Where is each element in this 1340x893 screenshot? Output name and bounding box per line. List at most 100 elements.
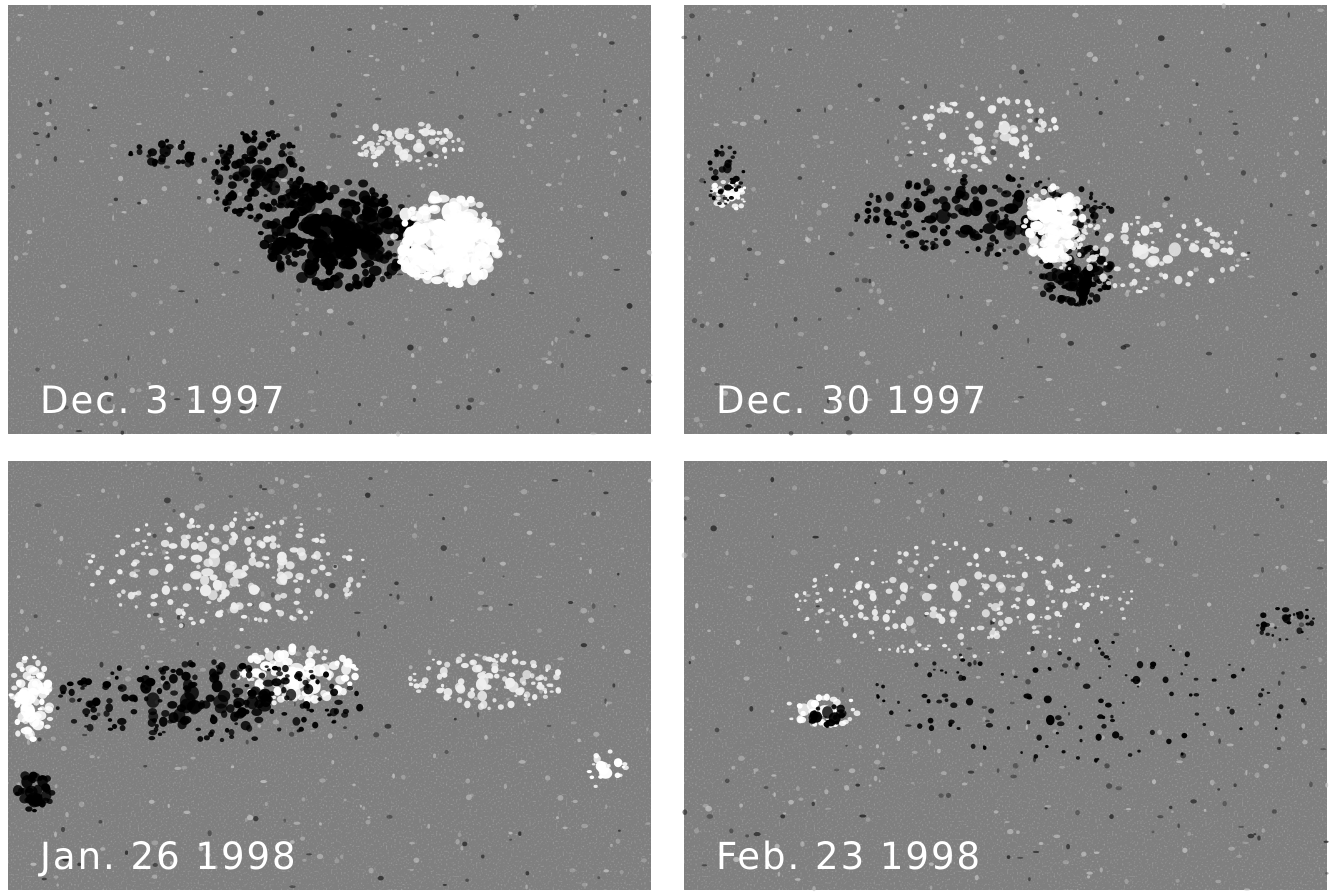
speckle [706, 814, 714, 819]
positive-flux [1001, 650, 1004, 654]
speckle [181, 765, 188, 770]
speckle [331, 759, 335, 765]
speckle [525, 884, 528, 890]
speckle [710, 525, 717, 532]
positive-flux [980, 96, 986, 101]
negative-flux [230, 190, 235, 195]
positive-flux [380, 129, 388, 135]
positive-flux [797, 703, 810, 717]
positive-flux [425, 123, 431, 130]
speckle [294, 303, 302, 306]
positive-flux [443, 269, 454, 279]
speckle [555, 816, 559, 820]
speckle [99, 661, 104, 668]
negative-flux [245, 671, 253, 679]
speckle [1074, 599, 1078, 605]
positive-flux [923, 113, 930, 121]
positive-flux [1168, 242, 1182, 257]
speckle [294, 126, 301, 131]
positive-flux [966, 562, 973, 567]
speckle [859, 351, 866, 357]
speckle [62, 857, 70, 862]
speckle [279, 530, 282, 537]
negative-flux [1088, 195, 1093, 201]
positive-flux [514, 694, 518, 698]
positive-flux [895, 599, 901, 605]
positive-flux [135, 590, 142, 596]
negative-flux [351, 280, 359, 286]
speckle [706, 73, 710, 77]
speckle [648, 374, 653, 377]
speckle [588, 568, 592, 575]
speckle [1125, 291, 1130, 297]
speckle [142, 864, 146, 869]
positive-flux [297, 609, 304, 615]
speckle [465, 353, 469, 359]
positive-flux [250, 552, 256, 559]
positive-flux [1090, 592, 1095, 597]
positive-flux [961, 158, 968, 164]
speckle [710, 257, 716, 262]
negative-flux [318, 229, 325, 236]
speckle [788, 431, 794, 436]
positive-flux [498, 238, 505, 243]
speckle [905, 80, 910, 84]
speckle [1015, 319, 1020, 324]
speckle [781, 631, 789, 636]
positive-flux [247, 582, 255, 591]
speckle [738, 755, 745, 761]
negative-flux [247, 214, 254, 220]
speckle [75, 430, 83, 433]
speckle [1114, 79, 1118, 84]
speckle [896, 12, 904, 18]
speckle [357, 402, 361, 407]
speckle [865, 817, 871, 822]
positive-flux [90, 554, 96, 559]
speckle [605, 700, 608, 707]
positive-flux [164, 522, 169, 526]
speckle [442, 883, 447, 887]
speckle [848, 768, 856, 774]
positive-flux [1070, 246, 1077, 251]
positive-flux [892, 623, 899, 630]
positive-flux [1039, 616, 1043, 619]
speckle [1177, 624, 1181, 630]
negative-flux [181, 661, 189, 668]
negative-flux [1278, 704, 1284, 710]
speckle [576, 111, 581, 117]
positive-flux [613, 758, 623, 768]
speckle [230, 765, 235, 769]
speckle [431, 32, 435, 35]
positive-flux [182, 583, 192, 592]
positive-flux [294, 587, 301, 594]
negative-flux [392, 220, 404, 228]
positive-flux [441, 228, 459, 240]
speckle [1240, 170, 1247, 176]
speckle [719, 493, 726, 497]
positive-flux [306, 651, 314, 659]
speckle [1295, 402, 1303, 406]
positive-flux [519, 677, 526, 684]
positive-flux [503, 653, 508, 658]
positive-flux [738, 203, 745, 209]
negative-flux [936, 208, 951, 224]
negative-flux [159, 716, 168, 727]
speckle [455, 553, 459, 557]
speckle [1192, 573, 1199, 578]
positive-flux [44, 706, 54, 714]
positive-flux [931, 540, 936, 545]
speckle [443, 321, 447, 326]
positive-flux [158, 617, 163, 621]
speckle [466, 405, 472, 411]
positive-flux [443, 155, 448, 160]
positive-flux [129, 571, 137, 578]
speckle [1316, 566, 1324, 570]
negative-flux [245, 665, 253, 673]
positive-flux [1118, 597, 1122, 601]
negative-flux [70, 719, 78, 724]
negative-flux [1002, 248, 1007, 253]
positive-flux [484, 218, 493, 228]
negative-flux [291, 261, 298, 267]
speckle [623, 156, 626, 162]
negative-flux [1047, 666, 1051, 670]
